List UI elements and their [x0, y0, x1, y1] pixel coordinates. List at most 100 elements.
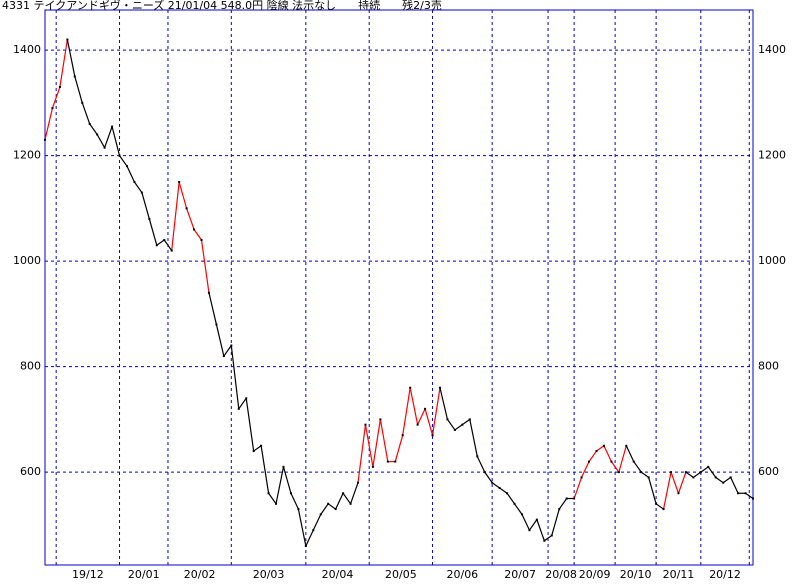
price-point [148, 217, 151, 220]
x-tick-label: 20/07 [504, 568, 536, 581]
price-point [401, 434, 404, 437]
price-segment [499, 487, 508, 494]
price-segment [171, 181, 180, 251]
price-segment [573, 477, 583, 499]
price-segment [126, 165, 135, 183]
price-segment [722, 476, 731, 484]
y-tick-label: 1000 [13, 254, 41, 267]
price-point [446, 418, 449, 421]
price-point [312, 529, 315, 532]
price-point [684, 471, 687, 474]
price-point [327, 502, 330, 505]
price-point [96, 133, 99, 136]
price-point [245, 397, 248, 400]
price-segment [581, 461, 590, 478]
price-segment [521, 514, 530, 531]
price-segment [633, 461, 642, 473]
price-point [729, 476, 732, 479]
price-point [103, 146, 106, 149]
price-point [193, 228, 196, 231]
price-point [215, 323, 218, 326]
price-point [416, 423, 419, 426]
price-point [304, 545, 307, 548]
price-point [260, 444, 263, 447]
x-tick-label: 20/08 [545, 568, 577, 581]
price-segment [476, 456, 486, 473]
price-point [610, 460, 613, 463]
price-segment [215, 324, 225, 357]
price-segment [670, 471, 680, 494]
price-point [520, 513, 523, 516]
y-tick-label-right: 1000 [758, 254, 786, 267]
price-point [237, 407, 240, 410]
price-segment [648, 477, 657, 504]
price-segment [141, 192, 150, 220]
price-segment [707, 466, 717, 478]
price-segment [349, 482, 359, 505]
price-segment [282, 466, 292, 494]
price-point [535, 518, 538, 521]
x-tick-label: 20/10 [620, 568, 652, 581]
x-tick-label: 20/06 [446, 568, 478, 581]
y-tick-label-right: 800 [758, 360, 779, 373]
price-point [752, 497, 754, 500]
price-point [617, 471, 620, 474]
price-point [737, 492, 740, 495]
price-segment [186, 208, 195, 230]
price-point [655, 502, 658, 505]
price-point [468, 418, 471, 421]
price-segment [588, 450, 597, 462]
price-point [498, 486, 501, 489]
x-tick-label: 20/02 [184, 568, 216, 581]
price-segment [528, 519, 538, 531]
price-segment [156, 239, 165, 246]
price-segment [379, 419, 389, 462]
price-point [349, 502, 352, 505]
price-point [58, 86, 61, 89]
price-point [371, 465, 374, 468]
x-tick-label: 20/05 [385, 568, 417, 581]
price-segment [446, 419, 456, 431]
price-segment [454, 424, 463, 431]
price-segment [469, 419, 478, 457]
price-segment [208, 292, 217, 325]
price-segment [662, 472, 672, 510]
price-point [699, 471, 702, 474]
price-point [670, 471, 673, 474]
price-point [125, 165, 128, 168]
price-segment [618, 445, 627, 473]
price-point [185, 207, 188, 210]
price-point [111, 125, 114, 128]
price-point [275, 502, 278, 505]
price-segment [193, 229, 202, 241]
price-point [155, 244, 158, 247]
price-point [118, 154, 121, 157]
price-segment [357, 424, 367, 483]
price-point [297, 508, 300, 511]
price-segment [104, 126, 113, 148]
price-point [625, 444, 628, 447]
price-segment [506, 492, 516, 505]
y-tick-label-right: 600 [758, 465, 779, 478]
price-point [252, 450, 255, 453]
price-point [438, 386, 441, 389]
y-tick-label: 800 [20, 360, 41, 373]
price-point [513, 502, 516, 505]
price-point [714, 476, 717, 479]
price-point [230, 344, 233, 347]
price-segment [59, 39, 68, 88]
price-point [707, 465, 710, 468]
price-segment [178, 181, 188, 209]
price-segment [431, 387, 441, 436]
price-point [66, 38, 69, 41]
price-segment [96, 134, 106, 148]
price-point [453, 428, 456, 431]
price-segment [275, 466, 285, 504]
price-segment [51, 86, 61, 109]
price-segment [66, 39, 76, 77]
price-segment [200, 239, 210, 293]
price-point [461, 423, 464, 426]
price-segment [625, 445, 635, 462]
price-segment [693, 471, 702, 478]
